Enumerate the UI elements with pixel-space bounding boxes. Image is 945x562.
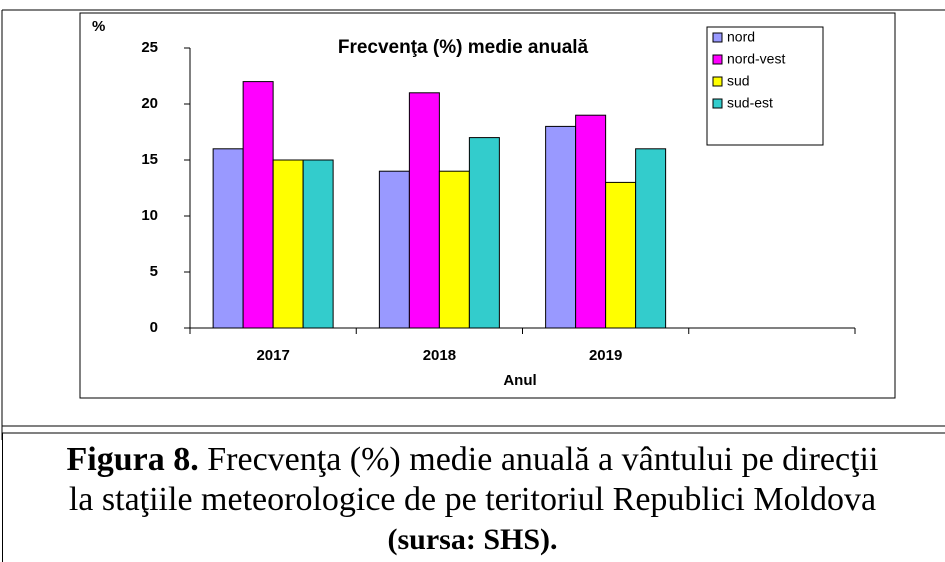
bar xyxy=(605,181,637,329)
x-axis-label: Anul xyxy=(503,372,536,389)
bar xyxy=(242,81,274,329)
legend-box xyxy=(706,26,824,146)
y-tick-label: 25 xyxy=(141,39,158,56)
bar xyxy=(408,92,440,329)
legend-label: sud xyxy=(727,73,750,89)
legend-label: nord-vest xyxy=(727,51,785,67)
chart: Frecvenţa (%) medie anuală % Anul 0 5 10 15… xyxy=(1,9,945,440)
y-tick-label: 15 xyxy=(141,151,158,168)
bar xyxy=(438,170,470,329)
y-tick-label: 0 xyxy=(150,319,158,336)
caption-line: la staţiile meteorologice de pe teritori… xyxy=(68,481,877,518)
y-axis-label: % xyxy=(92,18,105,35)
bar xyxy=(272,159,304,329)
bar xyxy=(545,125,577,329)
x-tick-label: 2017 xyxy=(256,347,289,364)
y-tick-label: 10 xyxy=(141,207,158,224)
bar xyxy=(302,159,334,329)
bar xyxy=(468,137,500,329)
chart-title: Frecvenţa (%) medie anuală xyxy=(338,37,589,58)
caption-text: Frecvenţa (%) medie anuală a vântului pe… xyxy=(198,441,879,478)
legend-swatch xyxy=(712,76,723,87)
bar xyxy=(635,148,667,329)
legend-label: nord xyxy=(727,29,755,45)
caption-line: (sursa: SHS). xyxy=(387,523,558,556)
x-tick-label: 2019 xyxy=(589,347,622,364)
chart-box xyxy=(79,12,896,399)
bar xyxy=(378,170,410,329)
bar xyxy=(212,148,244,329)
y-tick-label: 20 xyxy=(141,95,158,112)
legend-label: sud-est xyxy=(727,95,773,111)
frame-left-lower xyxy=(2,433,3,562)
legend-swatch xyxy=(712,32,723,43)
caption-line: Figura 8. Frecvenţa (%) medie anuală a v… xyxy=(0,440,945,480)
bar xyxy=(575,114,607,329)
legend-swatch xyxy=(712,98,723,109)
y-tick-label: 5 xyxy=(150,263,158,280)
caption: Figura 8. Frecvenţa (%) medie anuală a v… xyxy=(0,440,945,560)
legend-swatch xyxy=(712,54,723,65)
x-tick-label: 2018 xyxy=(423,347,456,364)
caption-label: Figura 8. xyxy=(66,441,199,478)
